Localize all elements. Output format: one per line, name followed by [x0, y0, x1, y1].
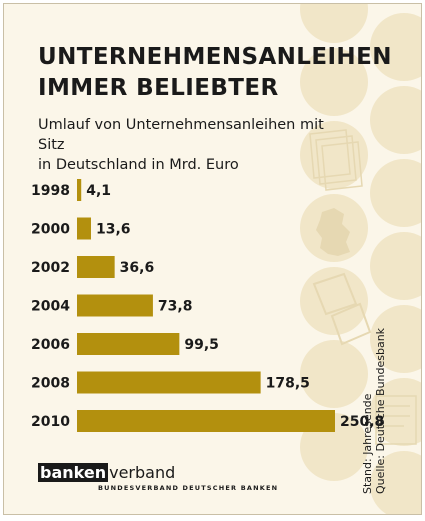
bond-paper-icon — [375, 395, 417, 445]
chart-title-line: IMMER BELIEBTER — [38, 75, 279, 101]
value-label: 99,5 — [184, 337, 219, 353]
value-label: 4,1 — [86, 183, 111, 199]
category-label: 2000 — [31, 222, 70, 238]
category-label: 2002 — [31, 260, 70, 276]
bar — [77, 179, 82, 201]
germany-map-icon — [316, 208, 350, 256]
background-circle — [370, 232, 421, 300]
chart-svg: 1998 4,1 2000 13,6 2002 36,6 2004 73,8 2006 99,5 2… — [31, 4, 421, 514]
value-label: 250,8 — [340, 414, 384, 430]
logo-rest-text: verband — [109, 463, 176, 482]
chart-title-line: UNTERNEHMENSANLEIHEN — [38, 44, 392, 70]
background-circle — [370, 451, 421, 514]
source-note: Stand: Jahresende Quelle: Deutsche Bunde… — [361, 328, 387, 494]
value-label: 178,5 — [266, 376, 310, 392]
value-label: 36,6 — [120, 260, 155, 276]
category-label: 2008 — [31, 376, 70, 392]
bar — [77, 217, 91, 240]
bar — [77, 256, 115, 278]
logo-subtitle: BUNDESVERBAND DEUTSCHER BANKEN — [98, 484, 279, 492]
category-label: 2006 — [31, 337, 70, 353]
bar — [77, 410, 335, 432]
logo-box-text: banken — [38, 463, 109, 482]
category-label: 1998 — [31, 183, 70, 199]
infographic-frame: 1998 4,1 2000 13,6 2002 36,6 2004 73,8 2006 99,5 2… — [3, 3, 422, 515]
background-circle — [300, 48, 368, 116]
source-line: Stand: Jahresende — [361, 393, 374, 494]
background-circle — [300, 121, 368, 189]
bar — [77, 333, 180, 355]
bar — [77, 294, 153, 317]
bar — [77, 371, 261, 394]
background-circle — [300, 340, 368, 408]
category-label: 2010 — [31, 414, 70, 430]
category-label: 2004 — [31, 299, 70, 315]
chart-subtitle-line: Umlauf von Unternehmensanleihen mit Sitz — [38, 117, 324, 153]
chart-subtitle: Umlauf von Unternehmensanleihen mit Sitz… — [38, 115, 338, 175]
background-circle — [370, 378, 421, 446]
chart-subtitle-line: in Deutschland in Mrd. Euro — [38, 157, 239, 173]
background-circle — [370, 305, 421, 373]
background-circle — [370, 13, 421, 81]
background-circle — [370, 86, 421, 154]
value-label: 13,6 — [96, 222, 131, 238]
source-line: Quelle: Deutsche Bundesbank — [374, 327, 387, 494]
value-label: 73,8 — [158, 299, 193, 315]
logo-wordmark: banken verband — [38, 463, 278, 482]
background-circle — [300, 4, 368, 43]
documents-icon — [309, 129, 363, 191]
chart-title: UNTERNEHMENSANLEIHEN IMMER BELIEBTER — [38, 42, 392, 104]
bars-group: 1998 4,1 2000 13,6 2002 36,6 2004 73,8 2006 99,5 2… — [31, 179, 384, 432]
sticker-icon — [312, 272, 372, 346]
bankenverband-logo: banken verband BUNDESVERBAND DEUTSCHER BA… — [38, 463, 279, 492]
background-circle — [370, 159, 421, 227]
